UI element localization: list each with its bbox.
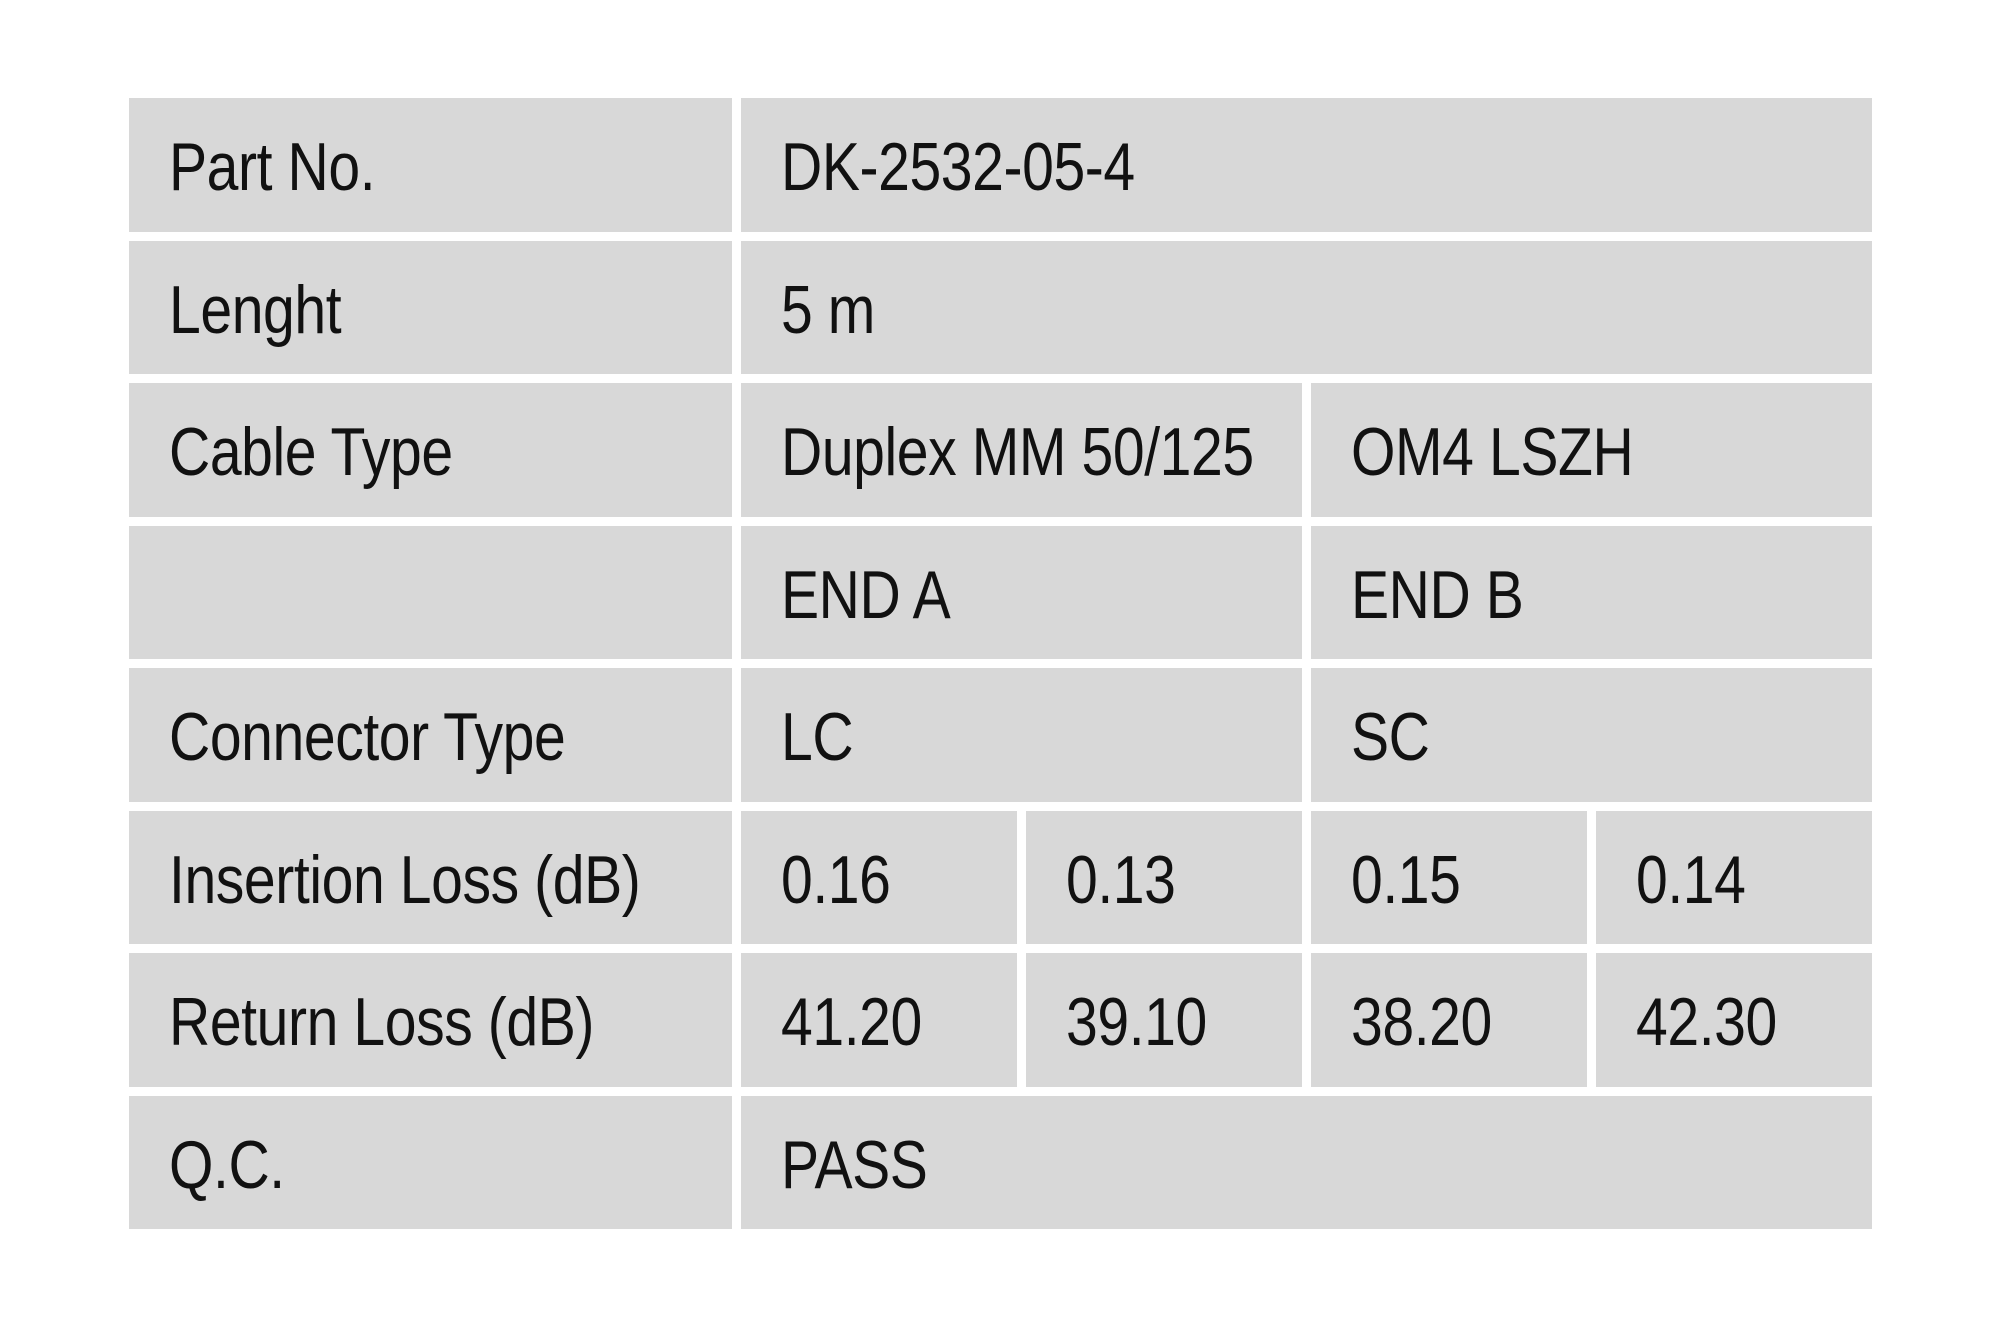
insertion-loss-value-cell: 0.13 <box>1026 810 1302 944</box>
length-value: 5 m <box>781 271 875 348</box>
insertion-loss-label-cell: Insertion Loss (dB) <box>129 810 732 944</box>
connector-type-end-b-cell: SC <box>1311 668 1872 802</box>
qc-value-cell: PASS <box>741 1095 1872 1229</box>
cable-type-label: Cable Type <box>169 414 453 491</box>
length-value-cell: 5 m <box>741 240 1872 374</box>
cable-type-right-value: OM4 LSZH <box>1351 414 1634 491</box>
part-no-value-cell: DK-2532-05-4 <box>741 98 1872 232</box>
qc-label-cell: Q.C. <box>129 1095 732 1229</box>
insertion-loss-value-cell: 0.15 <box>1311 810 1587 944</box>
return-loss-value-3: 38.20 <box>1351 984 1492 1061</box>
connector-type-label: Connector Type <box>169 699 566 776</box>
insertion-loss-value-1: 0.16 <box>781 841 891 918</box>
qc-value: PASS <box>781 1126 928 1203</box>
insertion-loss-value-cell: 0.14 <box>1596 810 1872 944</box>
spec-table: Part No. DK-2532-05-4 Lenght 5 m Cable T… <box>129 98 1872 1229</box>
return-loss-label: Return Loss (dB) <box>169 984 595 1061</box>
return-loss-value-cell: 41.20 <box>741 953 1017 1087</box>
cable-type-right-value-cell: OM4 LSZH <box>1311 383 1872 517</box>
part-no-value: DK-2532-05-4 <box>781 129 1135 206</box>
length-label-cell: Lenght <box>129 240 732 374</box>
end-a-header-cell: END A <box>741 525 1302 659</box>
return-loss-value-cell: 39.10 <box>1026 953 1302 1087</box>
end-a-header: END A <box>781 556 951 633</box>
qc-label: Q.C. <box>169 1126 285 1203</box>
return-loss-value-cell: 42.30 <box>1596 953 1872 1087</box>
part-no-label-cell: Part No. <box>129 98 732 232</box>
return-loss-value-cell: 38.20 <box>1311 953 1587 1087</box>
insertion-loss-value-4: 0.14 <box>1636 841 1746 918</box>
connector-type-end-a: LC <box>781 699 854 776</box>
ends-empty-cell <box>129 525 732 659</box>
cable-type-label-cell: Cable Type <box>129 383 732 517</box>
connector-type-end-b: SC <box>1351 699 1430 776</box>
insertion-loss-value-cell: 0.16 <box>741 810 1017 944</box>
end-b-header-cell: END B <box>1311 525 1872 659</box>
insertion-loss-label: Insertion Loss (dB) <box>169 841 641 918</box>
return-loss-label-cell: Return Loss (dB) <box>129 953 732 1087</box>
insertion-loss-value-3: 0.15 <box>1351 841 1461 918</box>
length-label: Lenght <box>169 271 342 348</box>
insertion-loss-value-2: 0.13 <box>1066 841 1176 918</box>
cable-type-left-value: Duplex MM 50/125 <box>781 414 1254 491</box>
return-loss-value-2: 39.10 <box>1066 984 1207 1061</box>
cable-type-left-value-cell: Duplex MM 50/125 <box>741 383 1302 517</box>
connector-type-label-cell: Connector Type <box>129 668 732 802</box>
return-loss-value-1: 41.20 <box>781 984 922 1061</box>
return-loss-value-4: 42.30 <box>1636 984 1777 1061</box>
end-b-header: END B <box>1351 556 1524 633</box>
part-no-label: Part No. <box>169 129 376 206</box>
connector-type-end-a-cell: LC <box>741 668 1302 802</box>
